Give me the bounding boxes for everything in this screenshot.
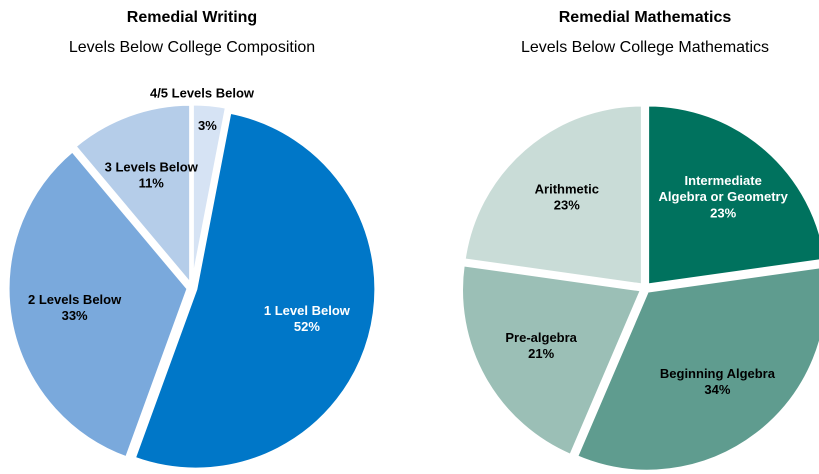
chart-subtitle: Levels Below College Mathematics: [521, 39, 769, 56]
pie-slice: [646, 103, 819, 287]
pie-slice: [462, 103, 644, 287]
slice-label-line: Intermediate: [685, 173, 762, 188]
slice-value: 3%: [198, 118, 217, 133]
slice-label: Intermediate Algebra or Geometry: [659, 173, 789, 204]
slice-value: 23%: [554, 197, 580, 212]
pie-slice: [574, 265, 819, 473]
slice-value: 34%: [704, 382, 730, 397]
slice-label: Pre-algebra: [505, 330, 577, 345]
pie-slice: [72, 102, 193, 289]
slice-value: 23%: [710, 205, 736, 220]
pie-slice: [190, 102, 229, 285]
pie-slice: [132, 110, 378, 471]
chart-title: Remedial Writing: [127, 9, 257, 26]
slice-label: Beginning Algebra: [660, 366, 776, 381]
chart-title: Remedial Mathematics: [559, 9, 732, 26]
slice-value: 21%: [528, 346, 554, 361]
slice-label: 4/5 Levels Below: [150, 85, 255, 100]
slice-label: Arithmetic: [535, 181, 599, 196]
chart-subtitle: Levels Below College Composition: [69, 39, 315, 56]
slice-label: 3 Levels Below: [105, 159, 199, 174]
slice-value: 11%: [139, 175, 165, 190]
slice-label: 2 Levels Below: [28, 292, 122, 307]
slice-value: 52%: [294, 319, 320, 334]
slice-label: 1 Level Below: [264, 303, 351, 318]
slice-value: 33%: [62, 308, 88, 323]
pie-slice: [460, 263, 644, 458]
pie-slice: [6, 148, 190, 460]
slice-label-line: Algebra or Geometry: [659, 189, 789, 204]
